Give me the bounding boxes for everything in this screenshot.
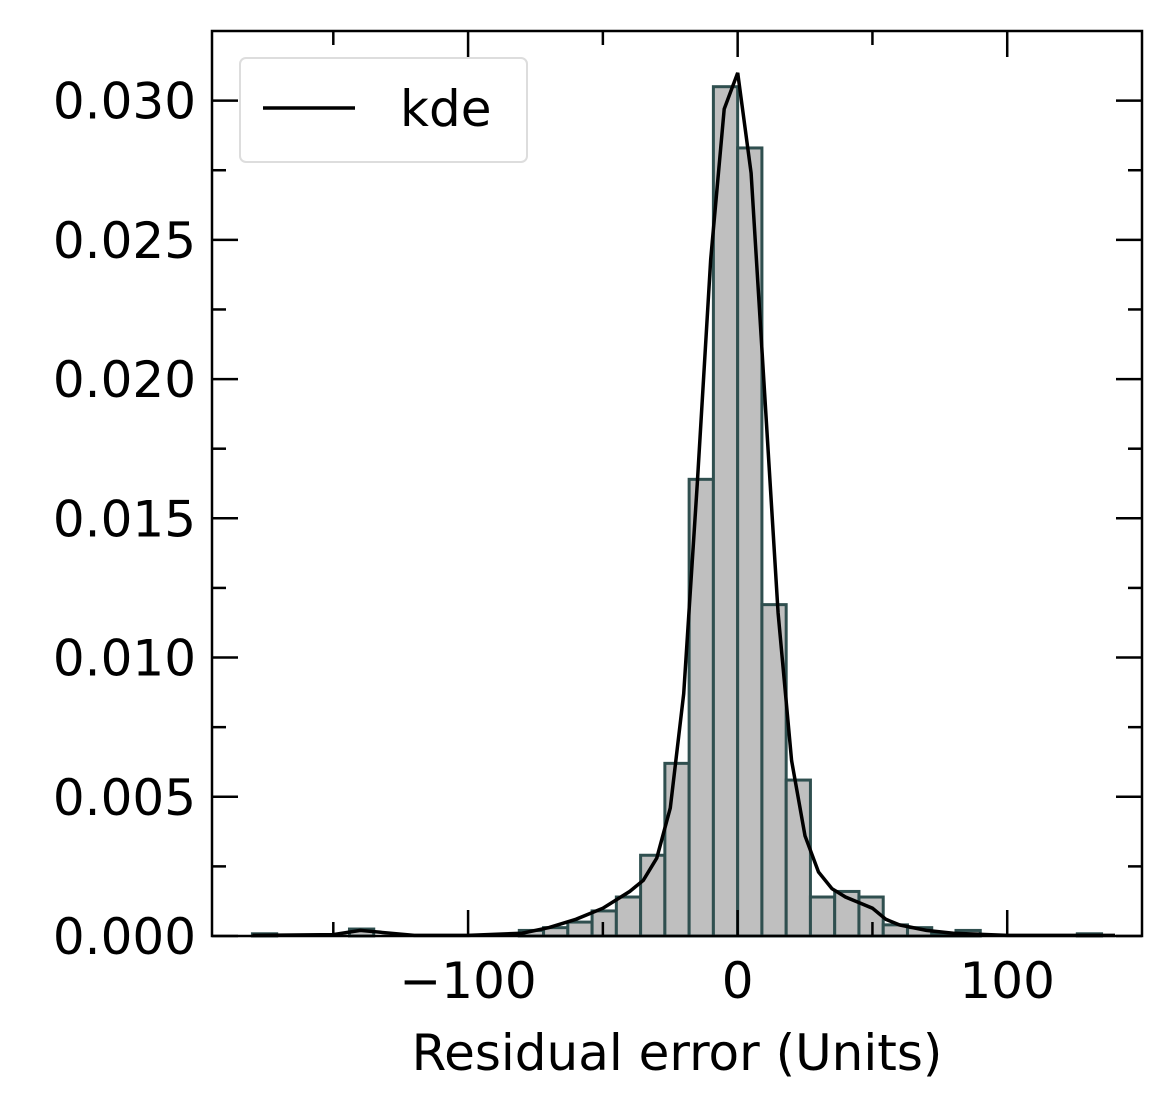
y-tick-label-0: 0.000 xyxy=(53,908,196,966)
histogram-bar-19 xyxy=(711,85,740,938)
y-tick-label-2: 0.010 xyxy=(53,630,196,688)
x-tick-labels: −100 0 100 xyxy=(399,952,1055,1010)
y-tick-label-3: 0.015 xyxy=(53,490,196,548)
x-tick-label-1: 0 xyxy=(722,952,754,1010)
histogram-bar-17 xyxy=(663,761,691,938)
x-tick-label-0: −100 xyxy=(399,952,536,1010)
y-tick-label-1: 0.005 xyxy=(53,769,196,827)
legend-box xyxy=(239,57,528,163)
y-tick-label-4: 0.020 xyxy=(53,351,196,409)
x-axis-title: Residual error (Units) xyxy=(412,1024,943,1082)
y-tick-label-6: 0.030 xyxy=(53,73,196,131)
histogram-bar-13 xyxy=(566,920,594,938)
plot-frame xyxy=(210,29,1144,938)
histogram-bar-23 xyxy=(808,895,837,938)
x-tick-label-2: 100 xyxy=(959,952,1054,1010)
legend: kde xyxy=(239,57,528,163)
legend-label-kde: kde xyxy=(400,80,491,138)
y-tick-label-5: 0.025 xyxy=(53,212,196,270)
histogram-bars xyxy=(250,85,1104,938)
kde-line xyxy=(252,72,1115,938)
y-tick-labels: 0.000 0.005 0.010 0.015 0.020 0.025 0.030 xyxy=(53,73,196,966)
histogram-bar-14 xyxy=(590,909,618,938)
histogram-bar-15 xyxy=(614,895,643,938)
